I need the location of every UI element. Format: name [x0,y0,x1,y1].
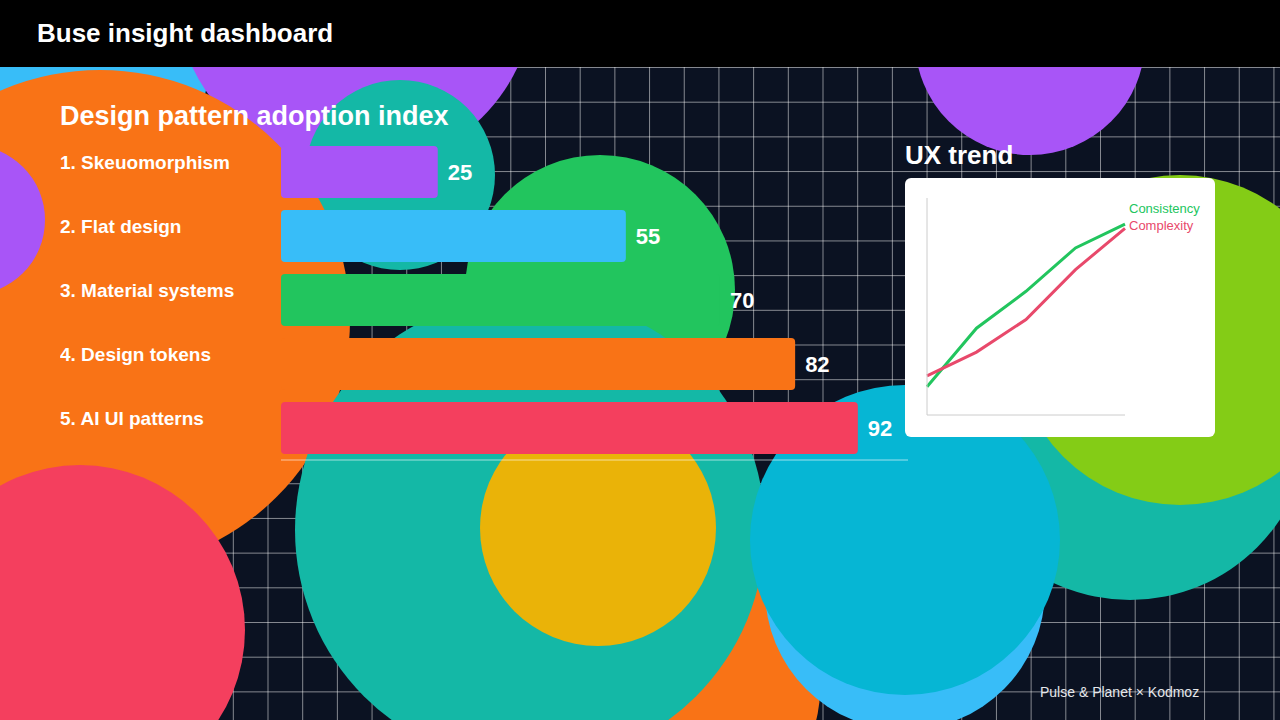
svg-text:3. Material systems: 3. Material systems [60,280,234,301]
svg-text:1. Skeuomorphism: 1. Skeuomorphism [60,152,230,173]
svg-text:70: 70 [730,288,754,313]
html-text:Consistency: Consistency [1129,201,1200,216]
svg-text:2. Flat design: 2. Flat design [60,216,181,237]
svg-text:25: 25 [448,160,472,185]
html-text:Pulse & Planet × Kodmoz: Pulse & Planet × Kodmoz [1040,684,1200,700]
svg-text:55: 55 [636,224,660,249]
svg-text:82: 82 [805,352,829,377]
svg-text:5. AI UI patterns: 5. AI UI patterns [60,408,204,429]
html-text:Design pattern adoption index: Design pattern adoption index [60,101,449,131]
svg-text:4. Design tokens: 4. Design tokens [60,344,211,365]
html-text:Complexity: Complexity [1129,218,1194,233]
svg-text:92: 92 [868,416,892,441]
html-text:Buse insight dashboard: Buse insight dashboard [37,18,334,48]
html-text:UX trend: UX trend [905,140,1014,170]
